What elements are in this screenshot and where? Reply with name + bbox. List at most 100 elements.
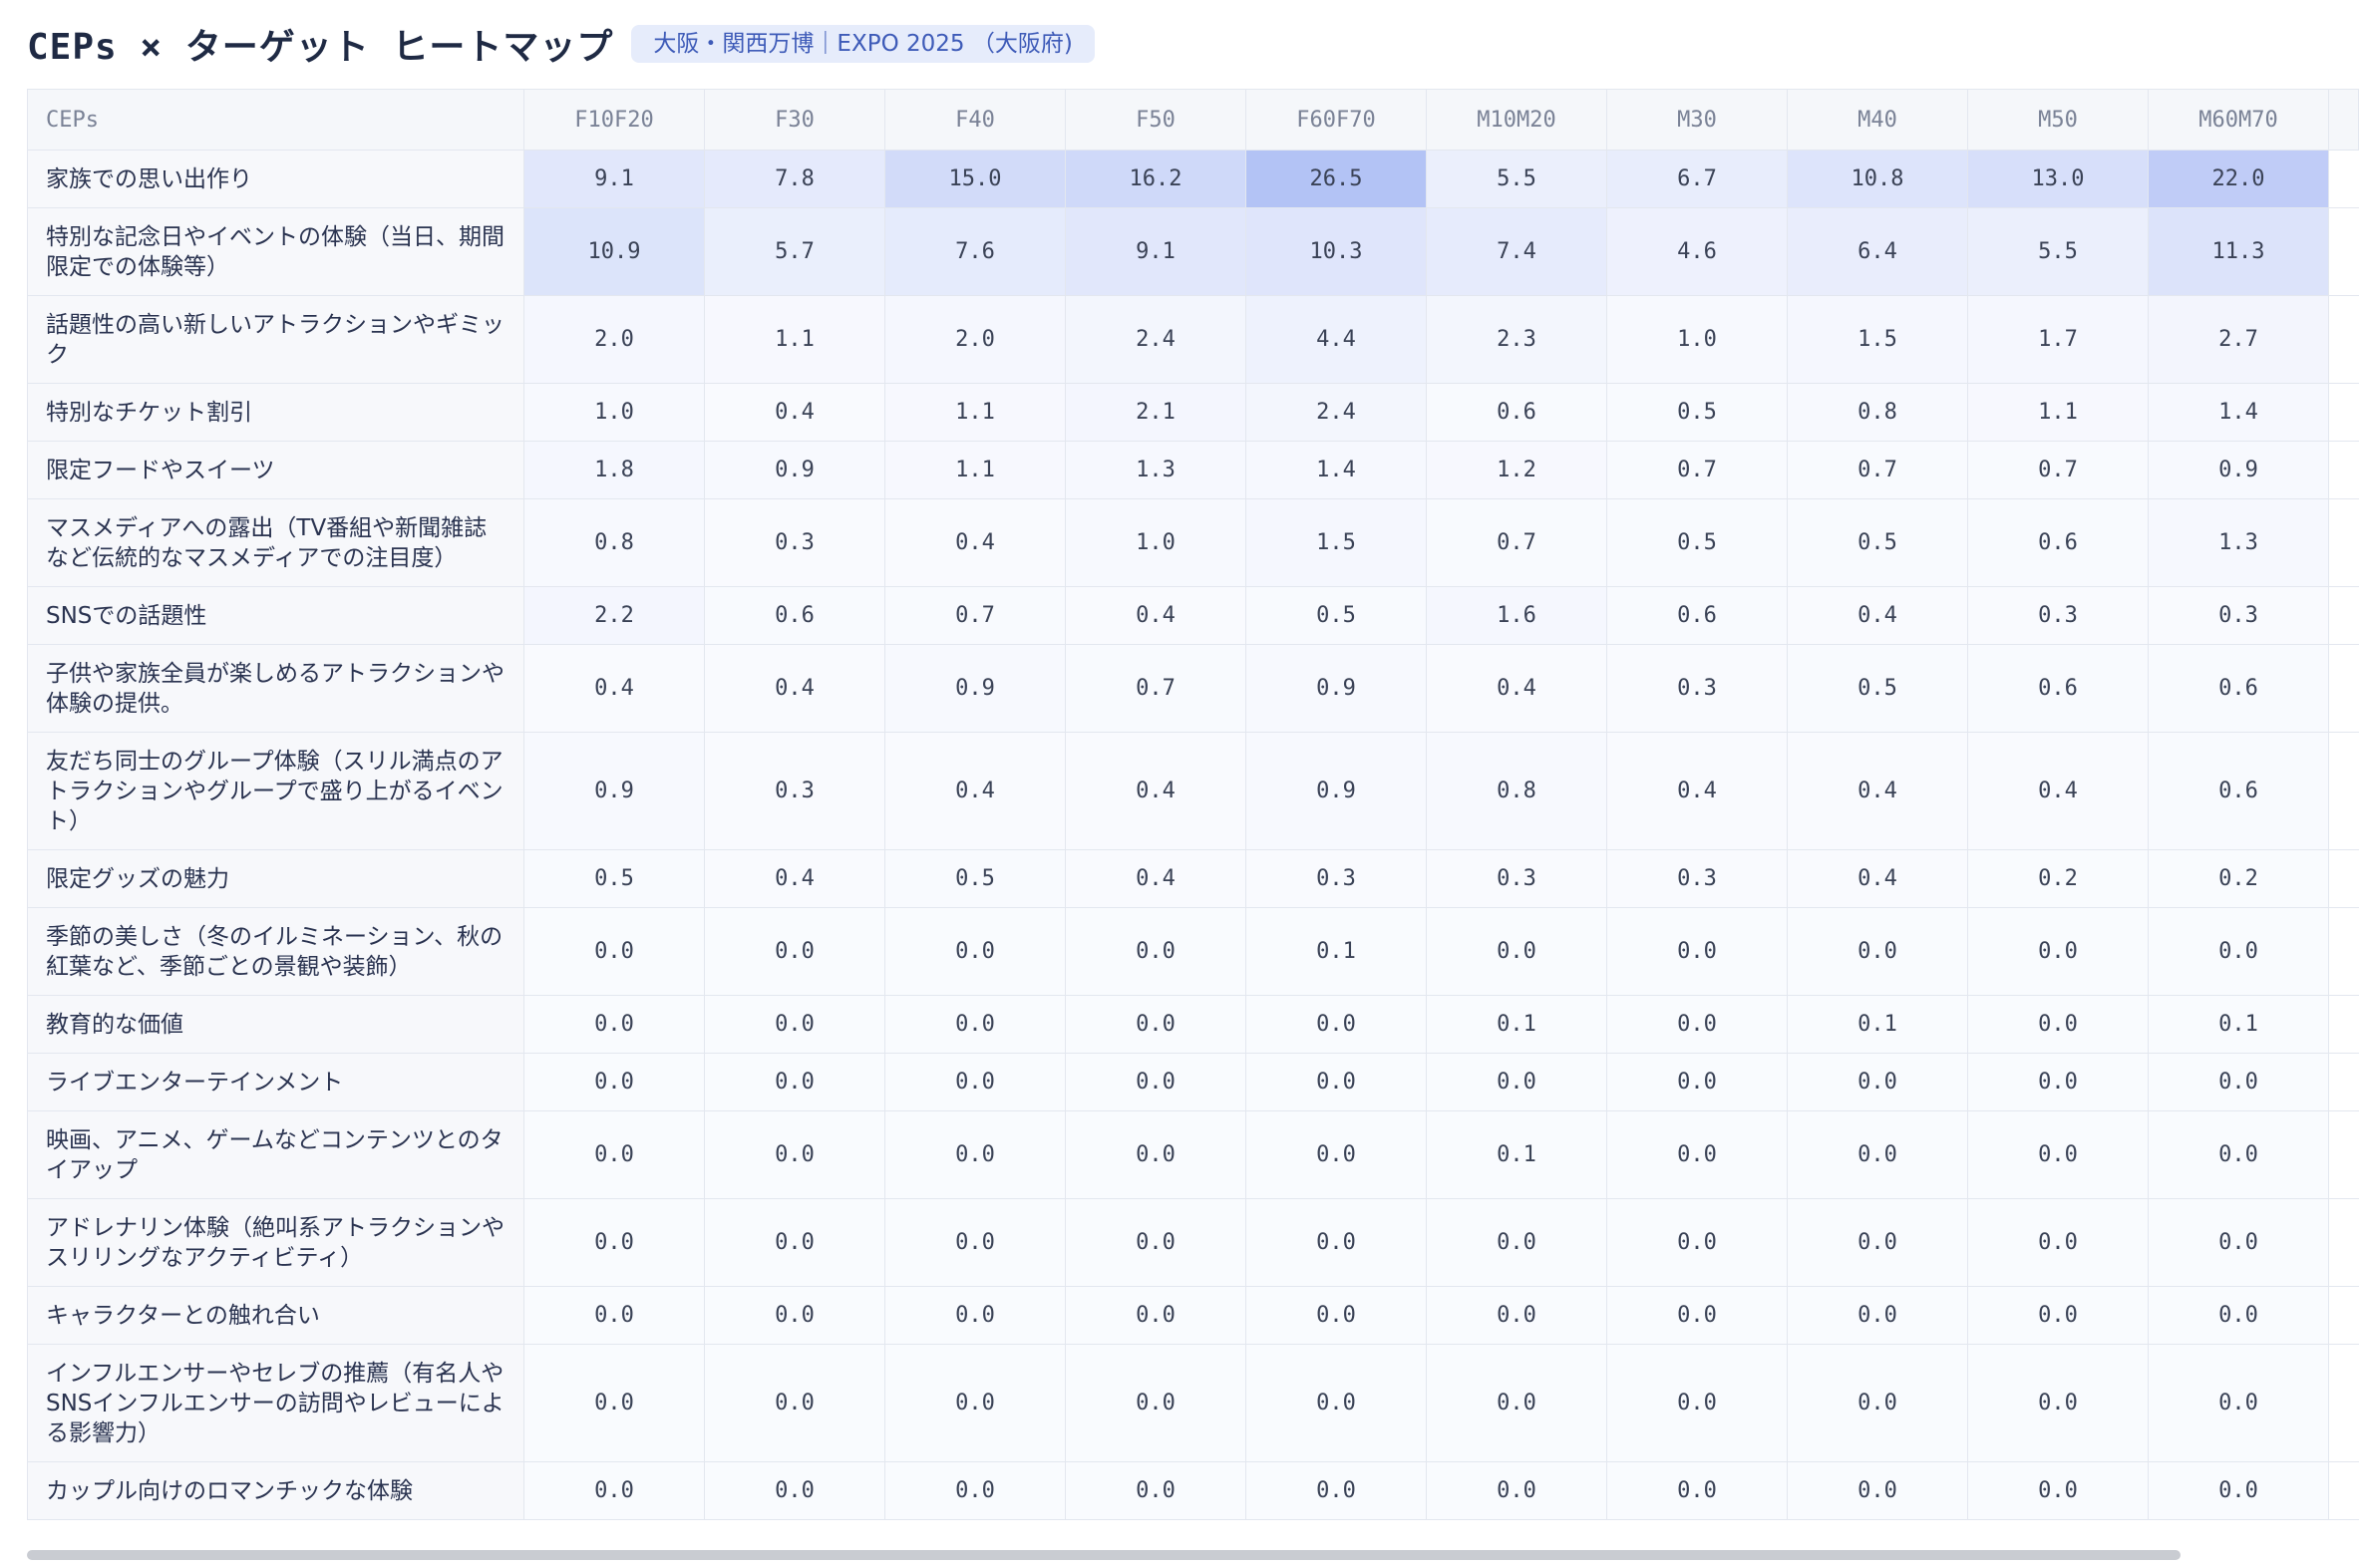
heatmap-cell: 0.0: [523, 907, 705, 996]
overflow-cell: [2328, 1053, 2359, 1111]
heatmap-table: CEPs F10F20 F30 F40 F50 F60F70 M10M20 M30 M40 M5…: [27, 89, 2359, 1520]
column-header: M30: [1606, 89, 1788, 151]
heatmap-cell: 0.5: [1787, 644, 1968, 733]
heatmap-cell: 0.6: [1967, 498, 2149, 587]
column-header: F50: [1065, 89, 1246, 151]
cell-value: 0.7: [1857, 458, 1897, 482]
cell-value: 0.0: [775, 1070, 815, 1095]
cell-value: 0.1: [1497, 1012, 1536, 1037]
cell-value: 0.1: [1316, 939, 1356, 964]
heatmap-cell: 0.5: [1787, 498, 1968, 587]
column-header: M40: [1787, 89, 1968, 151]
cell-value: 0.0: [1316, 1303, 1356, 1328]
cell-value: 1.1: [955, 458, 995, 482]
heatmap-cell: 0.4: [1065, 849, 1246, 908]
cell-value: 0.9: [1316, 779, 1356, 803]
cell-value: 10.8: [1851, 166, 1904, 191]
heatmap-cell: 0.0: [1426, 1461, 1607, 1520]
heatmap-cell: 0.7: [1065, 644, 1246, 733]
column-header: F60F70: [1245, 89, 1427, 151]
cell-value: 1.1: [2038, 400, 2078, 425]
heatmap-cell: 1.0: [1065, 498, 1246, 587]
scrollbar-thumb[interactable]: [27, 1550, 2181, 1560]
cell-value: 1.4: [1316, 458, 1356, 482]
table-row: キャラクターとの触れ合い 0.0 0.0 0.0 0.0 0.0 0.0 0.0 0.0 0.0 0…: [27, 1286, 2359, 1345]
heatmap-cell: 0.9: [2148, 441, 2329, 499]
project-tag: 大阪・関西万博｜EXPO 2025 （大阪府): [631, 25, 1095, 63]
cell-value: 0.0: [1677, 939, 1717, 964]
heatmap-cell: 2.0: [884, 295, 1066, 384]
overflow-cell: [2328, 1198, 2359, 1287]
heatmap-cell: 0.9: [523, 732, 705, 850]
cell-value: 0.0: [1136, 1303, 1176, 1328]
cell-value: 0.6: [1497, 400, 1536, 425]
cell-value: 0.0: [955, 1478, 995, 1503]
cell-value: 0.0: [2038, 1142, 2078, 1167]
heatmap-cell: 0.3: [704, 498, 885, 587]
cell-value: 1.6: [1497, 603, 1536, 628]
cell-value: 0.0: [1136, 1478, 1176, 1503]
heatmap-cell: 0.0: [1065, 995, 1246, 1054]
cep-label: カップル向けのロマンチックな体験: [27, 1461, 524, 1520]
heatmap-cell: 1.8: [523, 441, 705, 499]
overflow-cell: [2328, 849, 2359, 908]
heatmap-cell: 0.0: [884, 995, 1066, 1054]
column-header: F30: [704, 89, 885, 151]
heatmap-cell: 1.1: [884, 441, 1066, 499]
heatmap-cell: 0.0: [884, 1286, 1066, 1345]
cell-value: 0.9: [2218, 458, 2258, 482]
cell-value: 1.0: [1136, 530, 1176, 555]
cell-value: 0.4: [1136, 866, 1176, 891]
cell-value: 0.2: [2038, 866, 2078, 891]
cell-value: 11.3: [2211, 239, 2265, 264]
cell-value: 1.1: [775, 327, 815, 352]
cep-label: 友だち同士のグループ体験（スリル満点のアトラクションやグループで盛り上がるイベン…: [27, 732, 524, 850]
heatmap-table-container[interactable]: CEPs F10F20 F30 F40 F50 F60F70 M10M20 M30 M40 M5…: [27, 89, 2362, 1554]
heatmap-cell: 0.0: [523, 1286, 705, 1345]
column-header: F10F20: [523, 89, 705, 151]
cell-value: 0.5: [1677, 530, 1717, 555]
cell-value: 0.0: [1136, 939, 1176, 964]
horizontal-scrollbar[interactable]: [27, 1548, 2362, 1562]
cell-value: 0.0: [955, 1391, 995, 1415]
cell-value: 2.0: [594, 327, 634, 352]
heatmap-cell: 0.4: [1065, 586, 1246, 645]
heatmap-cell: 0.0: [1967, 1053, 2149, 1111]
cell-value: 0.0: [594, 1230, 634, 1255]
cell-value: 0.4: [1497, 676, 1536, 701]
cell-value: 0.0: [955, 1230, 995, 1255]
overflow-cell: [2328, 150, 2359, 208]
cell-value: 0.0: [2218, 1142, 2258, 1167]
heatmap-cell: 0.0: [884, 1344, 1066, 1462]
cell-value: 0.6: [2218, 676, 2258, 701]
table-row: ライブエンターテインメント 0.0 0.0 0.0 0.0 0.0 0.0 0.0 0.0 0.0…: [27, 1053, 2359, 1111]
table-row: 特別なチケット割引 1.0 0.4 1.1 2.1 2.4 0.6 0.5 0.8 1.1 1.4: [27, 383, 2359, 442]
heatmap-cell: 10.9: [523, 207, 705, 296]
cep-label: 季節の美しさ（冬のイルミネーション、秋の紅葉など、季節ごとの景観や装飾）: [27, 907, 524, 996]
cell-value: 1.8: [594, 458, 634, 482]
cell-value: 0.0: [1316, 1230, 1356, 1255]
heatmap-cell: 1.2: [1426, 441, 1607, 499]
heatmap-cell: 13.0: [1967, 150, 2149, 208]
cell-value: 0.8: [1857, 400, 1897, 425]
cell-value: 7.8: [775, 166, 815, 191]
heatmap-cell: 0.9: [1245, 732, 1427, 850]
heatmap-cell: 1.1: [704, 295, 885, 384]
cell-value: 0.5: [594, 866, 634, 891]
overflow-cell: [2328, 644, 2359, 733]
cep-label: 映画、アニメ、ゲームなどコンテンツとのタイアップ: [27, 1110, 524, 1199]
heatmap-cell: 0.0: [1426, 1053, 1607, 1111]
cell-value: 2.1: [1136, 400, 1176, 425]
cell-value: 22.0: [2211, 166, 2265, 191]
heatmap-cell: 1.4: [2148, 383, 2329, 442]
cell-value: 0.0: [1497, 1391, 1536, 1415]
heatmap-cell: 0.0: [523, 1198, 705, 1287]
overflow-cell: [2328, 383, 2359, 442]
cell-value: 0.7: [2038, 458, 2078, 482]
heatmap-cell: 0.1: [1426, 1110, 1607, 1199]
cell-value: 0.4: [1857, 779, 1897, 803]
cell-value: 0.0: [2038, 939, 2078, 964]
table-row: マスメディアへの露出（TV番組や新聞雑誌など伝統的なマスメディアでの注目度） 0.…: [27, 498, 2359, 587]
heatmap-cell: 7.4: [1426, 207, 1607, 296]
cell-value: 16.2: [1129, 166, 1182, 191]
